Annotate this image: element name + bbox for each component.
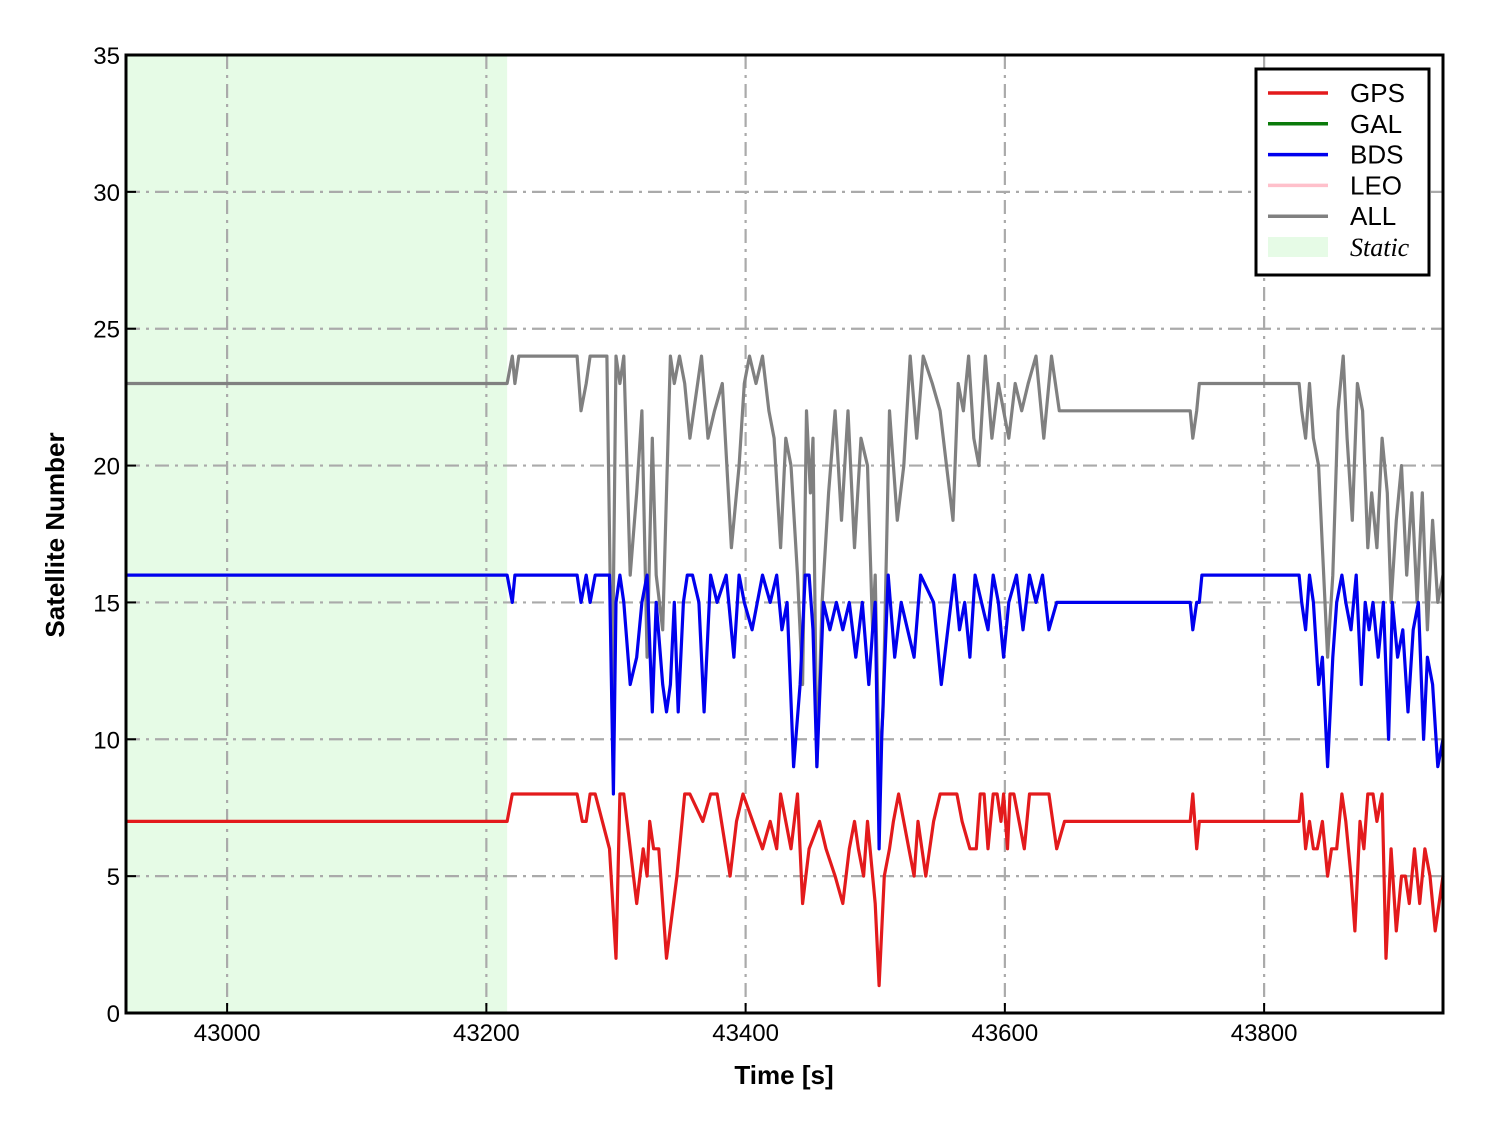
legend-label-all: ALL <box>1350 201 1396 231</box>
y-tick-label: 20 <box>93 454 120 481</box>
y-axis-label: Satellite Number <box>40 432 70 637</box>
series-line-gps <box>126 792 1445 988</box>
series-line-all <box>126 354 1445 769</box>
y-tick-label: 30 <box>93 180 120 207</box>
axes-layer: 43000 43200 43400 43600 43800 0 5 10 15 20 25 30 35 <box>93 43 1445 1047</box>
y-tick-label: 5 <box>107 864 120 891</box>
x-tick-label: 43600 <box>971 1020 1038 1047</box>
legend-label-leo: LEO <box>1350 170 1402 200</box>
legend-label-gps: GPS <box>1350 78 1405 108</box>
legend-label-static: Static <box>1350 233 1410 262</box>
y-tick-label: 25 <box>93 317 120 344</box>
plot-frame <box>124 53 1445 1015</box>
static-region <box>126 55 508 1013</box>
x-tick-label: 43400 <box>712 1020 779 1047</box>
y-tick-label: 35 <box>93 43 120 70</box>
y-tick-label: 10 <box>93 727 120 754</box>
x-tick-label: 43200 <box>453 1020 520 1047</box>
legend-swatch-static <box>1268 237 1328 257</box>
x-tick-label: 43800 <box>1231 1020 1298 1047</box>
y-tick-label: 0 <box>107 1001 120 1028</box>
y-tick-label: 15 <box>93 590 120 617</box>
legend-label-gal: GAL <box>1350 109 1402 139</box>
series-layer <box>126 354 1445 988</box>
x-tick-label: 43000 <box>194 1020 261 1047</box>
legend-label-bds: BDS <box>1350 140 1403 170</box>
static-region-layer <box>126 55 508 1013</box>
series-line-bds <box>126 573 1445 851</box>
x-axis-label: Time [s] <box>734 1060 833 1090</box>
